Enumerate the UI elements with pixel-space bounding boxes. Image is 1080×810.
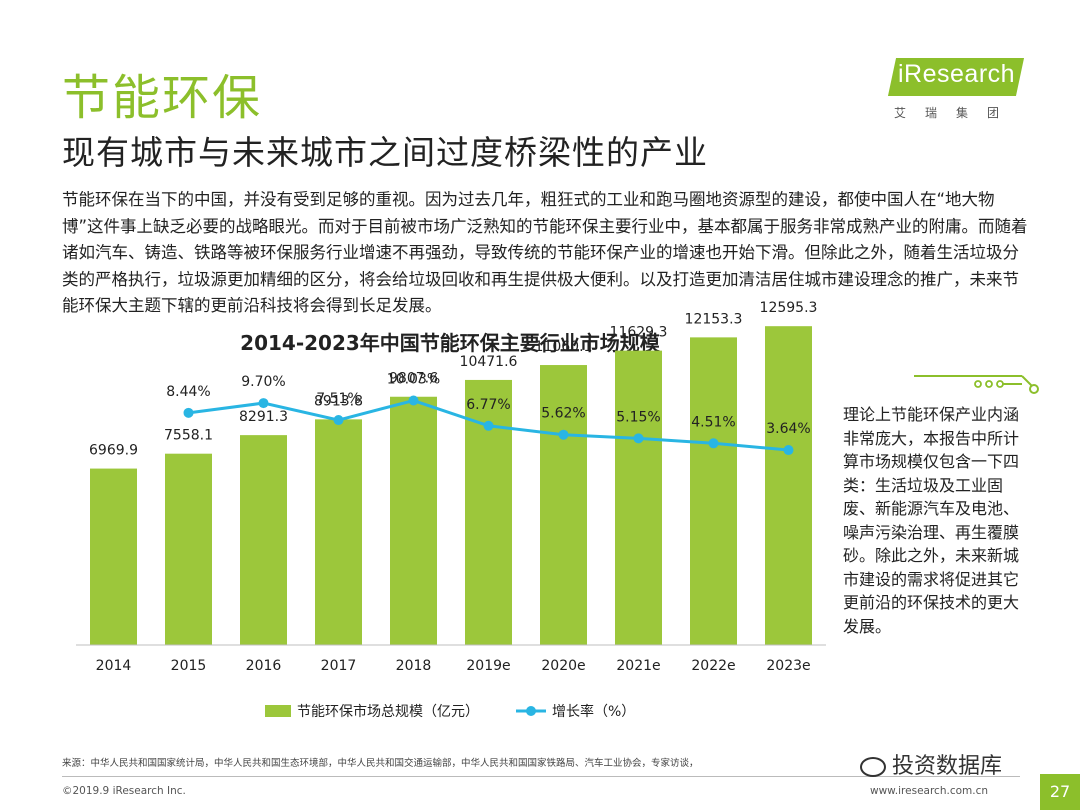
x-tick-label-2014: 2014 [96, 658, 132, 674]
bar-2017 [315, 419, 362, 645]
x-tick-label-2023e: 2023e [766, 658, 810, 674]
x-tick-label-2018: 2018 [396, 658, 432, 674]
growth-label-2017: 7.51% [316, 391, 360, 407]
bar-label-2019e: 10471.6 [460, 354, 518, 370]
growth-point-2015 [183, 407, 194, 418]
growth-point-2018 [408, 395, 419, 406]
growth-label-2020e: 5.62% [541, 406, 585, 422]
footer-divider [62, 776, 1020, 777]
bar-2018 [390, 396, 437, 645]
legend-line-label: 增长率（%） [552, 703, 635, 720]
growth-label-2023e: 3.64% [766, 421, 810, 437]
bar-2014 [90, 468, 137, 645]
bar-label-2017: 8913.8 [314, 393, 363, 409]
x-tick-label-2022e: 2022e [691, 658, 735, 674]
legend-bar-label: 节能环保市场总规模（亿元） [297, 703, 479, 720]
growth-point-2023e [783, 445, 794, 456]
growth-label-2022e: 4.51% [691, 414, 735, 430]
logo-subtitle: 艾瑞集团 [894, 106, 1019, 120]
bar-label-2023e: 12595.3 [760, 300, 818, 316]
bar-label-2015: 7558.1 [164, 428, 213, 444]
copyright-text: ©2019.9 iResearch Inc. [62, 785, 186, 797]
bar-label-2018: 9807.6 [389, 371, 438, 387]
bar-2016 [240, 435, 287, 645]
bar-label-2021e: 11629.3 [610, 325, 668, 341]
growth-label-2021e: 5.15% [616, 409, 660, 425]
growth-point-2020e [558, 429, 569, 440]
x-tick-label-2021e: 2021e [616, 658, 660, 674]
bar-label-2016: 8291.3 [239, 409, 288, 425]
growth-point-2019e [483, 420, 494, 431]
decorative-circuit-icon [914, 375, 1039, 394]
growth-label-2015: 8.44% [166, 384, 210, 400]
chart-title: 2014-2023年中国节能环保主要行业市场规模 [240, 331, 660, 355]
watermark-text: 投资数据库 [892, 754, 1003, 779]
growth-point-2017 [333, 415, 344, 426]
bar-2022e [690, 337, 737, 645]
website-text: www.iresearch.com.cn [870, 785, 989, 797]
growth-label-2016: 9.70% [241, 374, 285, 390]
wechat-icon [860, 757, 886, 777]
watermark: 投资数据库 [860, 748, 1002, 780]
bar-2015 [165, 453, 212, 645]
x-tick-label-2016: 2016 [246, 658, 282, 674]
legend-line-marker [526, 706, 536, 716]
bar-2020e [540, 365, 587, 645]
iresearch-logo: iResearch 艾瑞集团 [887, 58, 1032, 128]
bar-2023e [765, 326, 812, 645]
growth-label-2019e: 6.77% [466, 397, 510, 413]
bar-label-2014: 6969.9 [89, 443, 138, 459]
x-tick-label-2019e: 2019e [466, 658, 510, 674]
growth-point-2022e [708, 438, 719, 449]
page-subtitle: 现有城市与未来城市之间过度桥梁性的产业 [62, 133, 708, 172]
x-tick-label-2015: 2015 [171, 658, 207, 674]
x-tick-label-2020e: 2020e [541, 658, 585, 674]
growth-label-2018: 10.03% [387, 372, 440, 388]
growth-point-2021e [633, 433, 644, 444]
legend-bar-swatch [265, 705, 291, 717]
x-tick-label-2017: 2017 [321, 658, 357, 674]
intro-paragraph: 节能环保在当下的中国，并没有受到足够的重视。因为过去几年，粗狂式的工业和跑马圈地… [62, 190, 1028, 315]
bar-label-2020e: 11060.1 [535, 339, 593, 355]
growth-point-2016 [258, 398, 269, 409]
side-note: 理论上节能环保产业内涵非常庞大，本报告中所计算市场规模仅包含一下四类：生活垃圾及… [843, 405, 1020, 636]
source-note: 来源：中华人民共和国国家统计局，中华人民共和国生态环境部，中华人民共和国交通运输… [62, 758, 699, 769]
bar-2021e [615, 350, 662, 645]
page-title: 节能环保 [62, 70, 263, 126]
logo-text: iResearch [898, 60, 1016, 88]
bar-label-2022e: 12153.3 [685, 311, 743, 327]
page-number: 27 [1040, 774, 1080, 810]
